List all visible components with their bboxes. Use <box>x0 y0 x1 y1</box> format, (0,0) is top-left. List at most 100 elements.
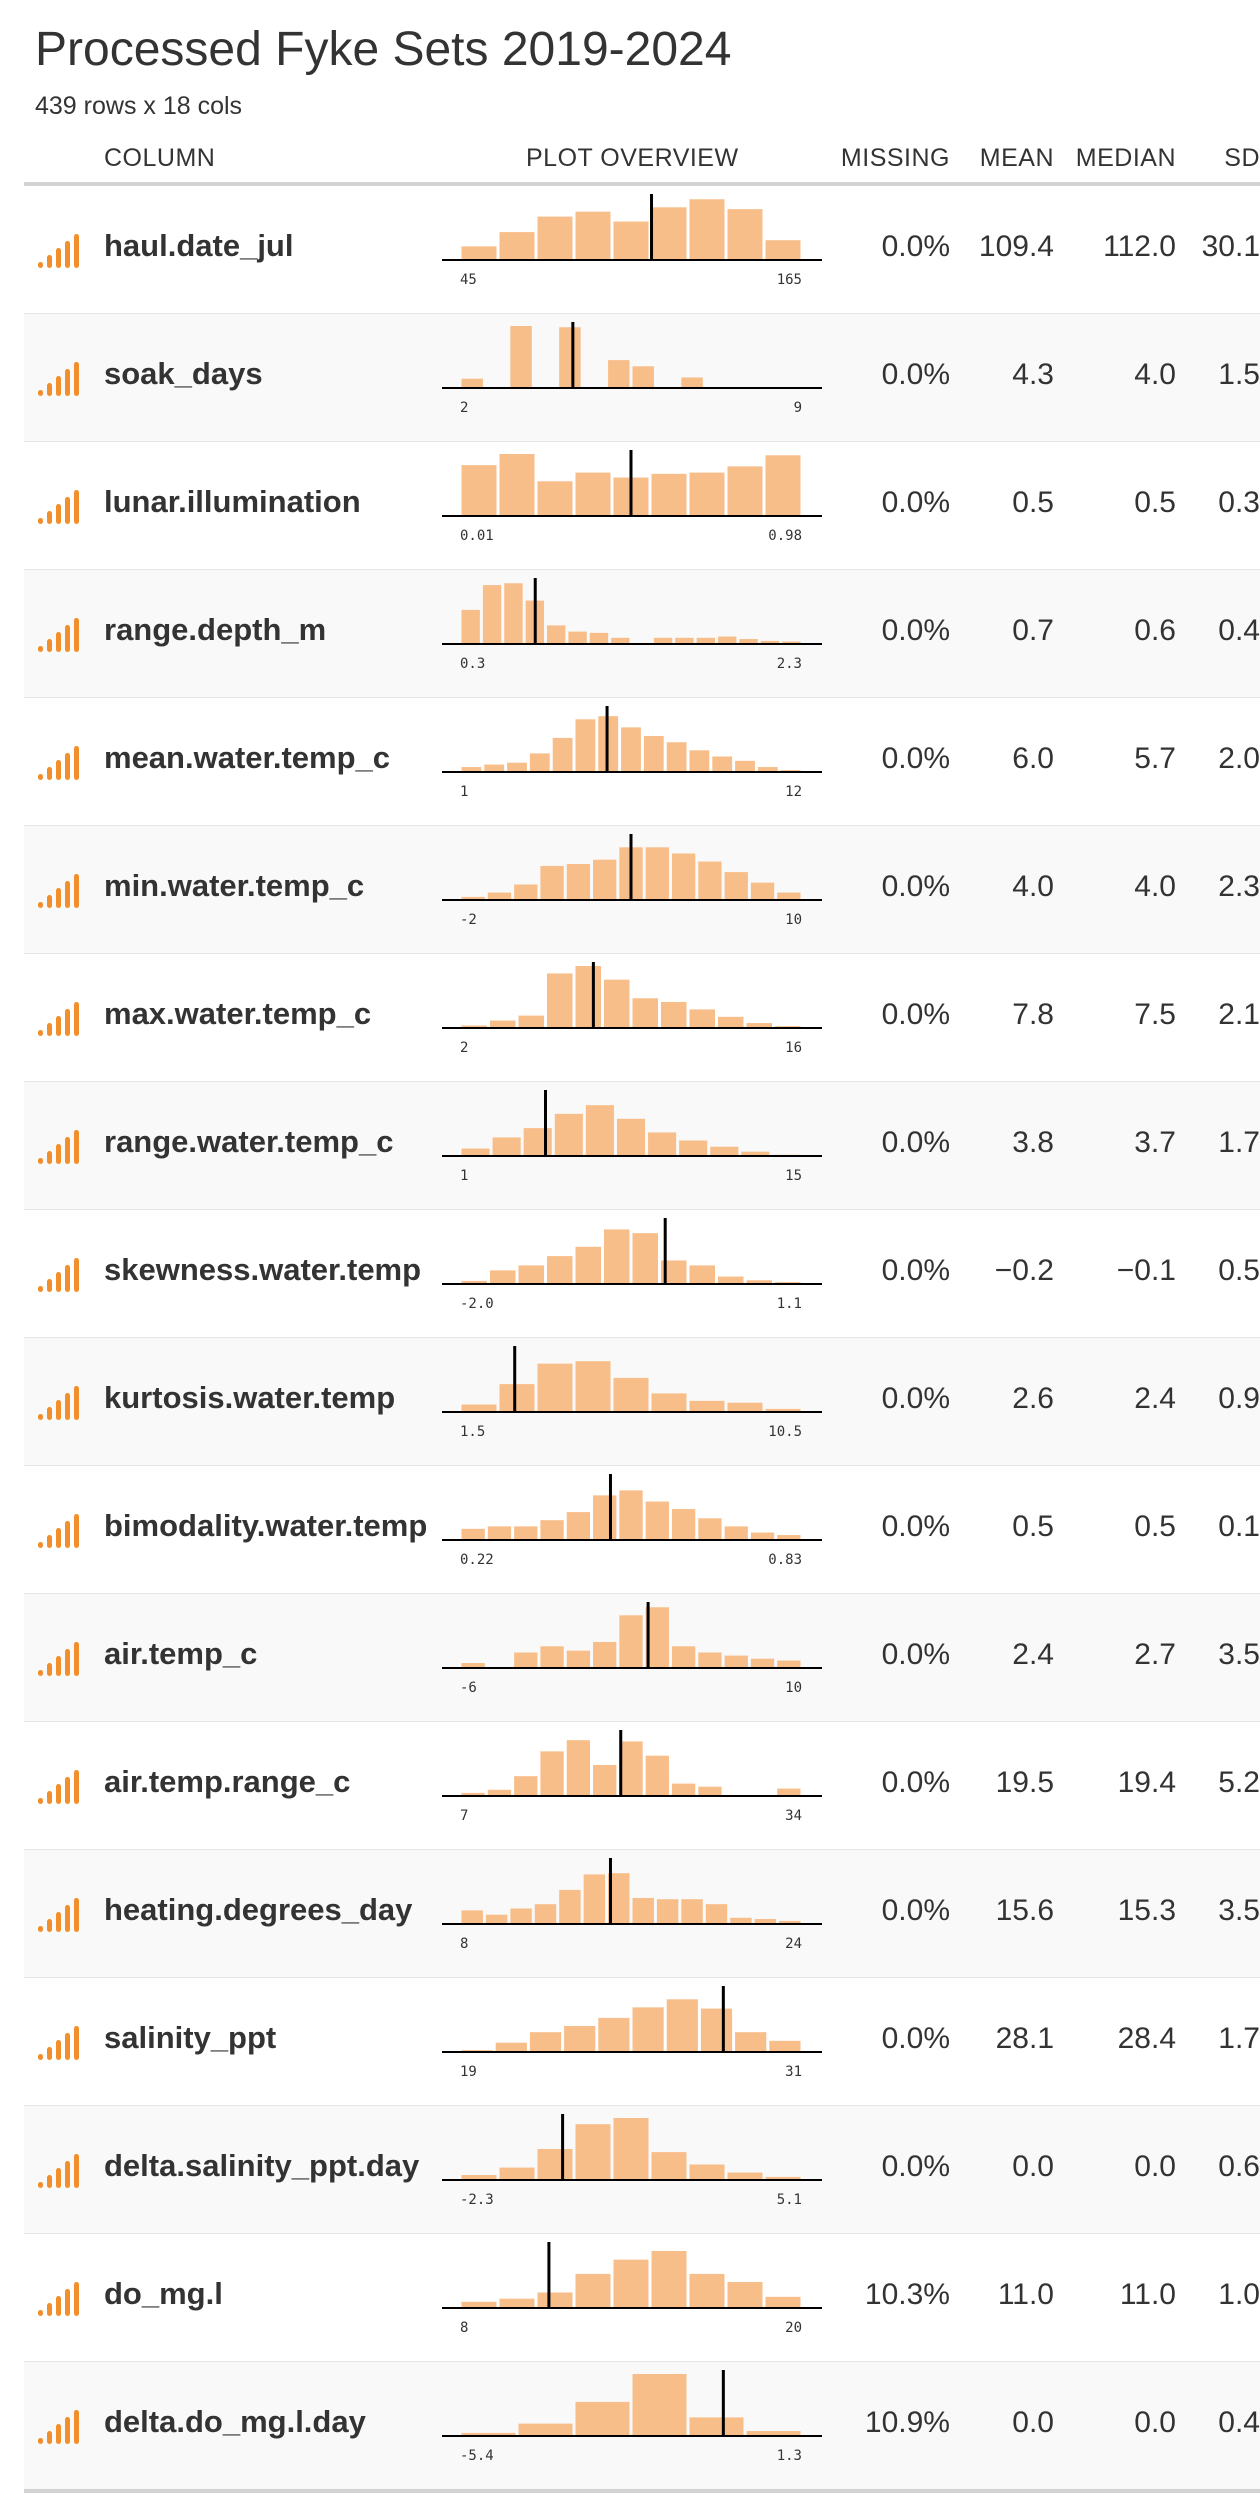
histogram-bar <box>566 1512 591 1540</box>
column-name: air.temp.range_c <box>104 1764 351 1799</box>
histogram-bar <box>735 2032 767 2052</box>
median-value: 4.0 <box>1134 358 1176 391</box>
table-row: range.water.temp_c 1 15 0.0% 3.8 3.7 1.7 <box>24 1082 1260 1210</box>
histogram-bar <box>675 637 694 644</box>
histogram-bar <box>689 2164 725 2180</box>
max-tick-label: 34 <box>785 1808 802 1824</box>
max-tick-label: 5.1 <box>777 2192 802 2208</box>
icon-bar <box>65 1137 70 1164</box>
histogram-bar <box>671 1783 696 1796</box>
histogram-bar <box>593 1765 617 1796</box>
histogram-bar <box>651 2250 687 2308</box>
histogram-bar <box>679 1140 708 1156</box>
histogram-bar <box>499 232 535 260</box>
histogram-bar <box>698 1518 722 1540</box>
icon-bar <box>74 1770 79 1804</box>
icon-bar <box>47 2047 52 2060</box>
numeric-bars-icon <box>38 2154 79 2188</box>
min-tick-label: -5.4 <box>460 2448 494 2464</box>
table-row: mean.water.temp_c 1 12 0.0% 6.0 5.7 2.0 <box>24 698 1260 826</box>
numeric-bars-icon <box>38 874 79 908</box>
histogram-bar <box>554 1113 583 1156</box>
histogram-bar <box>523 1128 552 1156</box>
column-name: air.temp_c <box>104 1636 258 1671</box>
icon-bar <box>38 774 43 780</box>
icon-bar <box>65 1649 70 1676</box>
median-value: 4.0 <box>1134 870 1176 903</box>
histogram-bar <box>632 366 654 388</box>
icon-bar <box>74 1258 79 1292</box>
histogram-bar <box>575 2273 611 2308</box>
column-name: haul.date_jul <box>104 228 294 263</box>
max-tick-label: 2.3 <box>777 656 802 672</box>
histogram-bar <box>485 1914 508 1924</box>
numeric-bars-icon <box>38 618 79 652</box>
histogram-bar <box>645 1755 669 1796</box>
histogram-bar <box>559 327 581 388</box>
table-row: kurtosis.water.temp 1.5 10.5 0.0% 2.6 2.4 0.9 <box>24 1338 1260 1466</box>
histogram-bar <box>487 892 512 900</box>
histogram-bar <box>616 1118 646 1156</box>
histogram-bar <box>689 2273 725 2308</box>
histogram-bar <box>566 1740 591 1796</box>
histogram-bar <box>661 1260 687 1284</box>
icon-bar <box>74 1002 79 1036</box>
histogram-bar <box>698 861 722 900</box>
histogram-bar <box>608 360 630 388</box>
icon-bar <box>47 1151 52 1164</box>
histogram-bar <box>547 625 566 644</box>
histogram-bar <box>724 1526 748 1540</box>
histogram-bar <box>765 2176 801 2180</box>
histogram-plot: 1.5 10.5 <box>442 1346 822 1440</box>
histogram-bar <box>671 853 696 900</box>
icon-bar <box>74 874 79 908</box>
histogram-bar <box>504 583 523 644</box>
histogram-plot: 0.01 0.98 <box>442 450 822 544</box>
histogram-bar <box>547 973 573 1028</box>
histogram-bar <box>518 1015 544 1028</box>
icon-bar <box>65 1521 70 1548</box>
icon-bar <box>38 1926 43 1932</box>
histogram-bar <box>593 1495 617 1540</box>
missing-value: 0.0% <box>881 2022 950 2055</box>
missing-value: 0.0% <box>881 870 950 903</box>
histogram-bar <box>461 1280 487 1284</box>
histogram-bar <box>632 1233 658 1284</box>
histogram-bar <box>741 1151 770 1156</box>
icon-bar <box>74 2282 79 2316</box>
icon-bar <box>74 1130 79 1164</box>
histogram-bar <box>529 2032 562 2052</box>
numeric-bars-icon <box>38 2026 79 2060</box>
histogram-bar <box>619 1615 643 1668</box>
numeric-bars-icon <box>38 2282 79 2316</box>
table-row: delta.do_mg.l.day -5.4 1.3 10.9% 0.0 0.0 0.4 <box>24 2362 1260 2493</box>
icon-bar <box>47 895 52 908</box>
histogram-bar <box>777 1660 801 1668</box>
histogram-bar <box>705 1904 728 1924</box>
histogram-bar <box>461 1910 483 1924</box>
table-row: bimodality.water.temp 0.22 0.83 0.0% 0.5 0.5 0… <box>24 1466 1260 1594</box>
histogram-plot: -2.0 1.1 <box>442 1218 822 1312</box>
icon-bar <box>56 888 61 908</box>
histogram-bar <box>575 966 601 1028</box>
numeric-bars-icon <box>38 1130 79 1164</box>
missing-value: 0.0% <box>881 486 950 519</box>
histogram-bar <box>613 2118 649 2180</box>
icon-bar <box>47 1791 52 1804</box>
mean-value: 7.8 <box>1012 998 1054 1031</box>
mean-value: 0.5 <box>1012 486 1054 519</box>
median-value: 0.0 <box>1134 2406 1176 2439</box>
mean-value: 2.6 <box>1012 1382 1054 1415</box>
histogram-bar <box>604 1229 630 1284</box>
histogram-bar <box>689 1009 715 1028</box>
icon-bar <box>47 2175 52 2188</box>
missing-value: 0.0% <box>881 358 950 391</box>
histogram-bar <box>461 246 497 260</box>
histogram-bar <box>750 1532 775 1540</box>
icon-bar <box>47 511 52 524</box>
icon-bar <box>56 1784 61 1804</box>
histogram-bar <box>564 2025 596 2052</box>
max-tick-label: 0.98 <box>768 528 802 544</box>
icon-bar <box>38 902 43 908</box>
